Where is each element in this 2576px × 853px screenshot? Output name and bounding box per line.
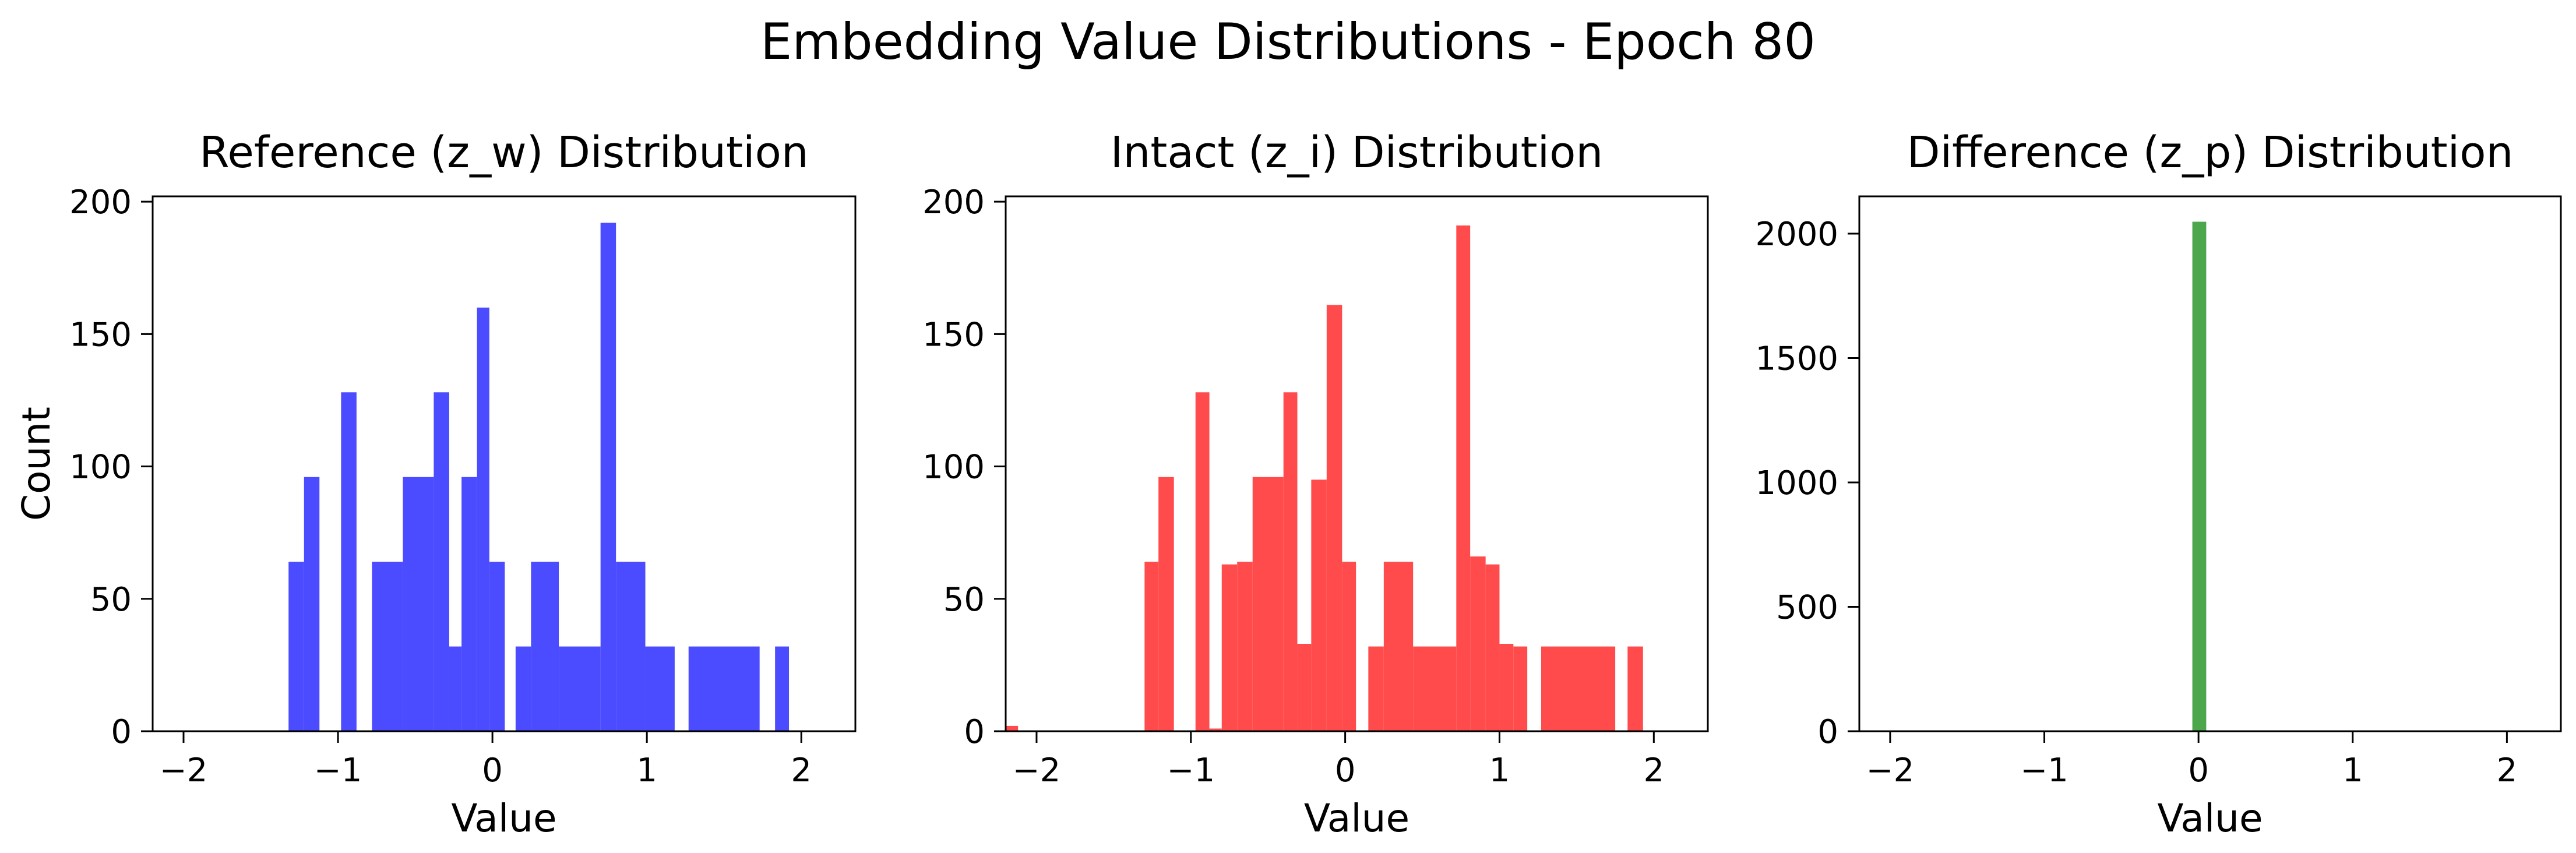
- intact-bar-11: [1326, 305, 1342, 731]
- intact-ytick-label-1: 50: [943, 581, 985, 619]
- difference-xtick-label-1: −1: [2020, 752, 2068, 789]
- difference-axes-frame: [1858, 195, 2562, 732]
- reference-y-axis-label: Count: [14, 407, 59, 521]
- reference-bar-0: [288, 562, 304, 731]
- intact-bar-0: [1006, 725, 1019, 731]
- subplot-reference: −2 −1 0 1 2 0 50 100 150 200 Reference (z_w) Distr…: [14, 128, 857, 841]
- difference-ytick-label-2: 1000: [1755, 464, 1838, 502]
- intact-bar-18: [1485, 564, 1500, 731]
- intact-ytick-label-0: 0: [964, 713, 985, 751]
- reference-bar-7: [461, 477, 477, 731]
- intact-bar-1: [1144, 562, 1159, 731]
- difference-xtick-label-0: −2: [1866, 752, 1915, 789]
- intact-bar-12: [1342, 562, 1356, 731]
- reference-ytick-label-1: 50: [90, 581, 132, 619]
- intact-bar-19: [1499, 644, 1514, 731]
- intact-bar-5: [1221, 564, 1238, 731]
- reference-subplot-title: Reference (z_w) Distribution: [199, 128, 809, 178]
- reference-bar-5: [434, 392, 449, 731]
- difference-x-axis-label: Value: [2157, 796, 2263, 841]
- intact-axes-frame: [1005, 195, 1709, 732]
- subplot-difference: −2 −1 0 1 2 0 500 1000 1500 2000 Difference (z_p) …: [1755, 128, 2562, 841]
- intact-xtick-label-3: 1: [1489, 752, 1510, 789]
- reference-bar-14: [616, 562, 646, 731]
- intact-bar-3: [1195, 392, 1210, 731]
- intact-xtick-label-0: −2: [1013, 752, 1061, 789]
- reference-bar-15: [645, 646, 675, 731]
- reference-xtick-label-2: 0: [482, 752, 503, 789]
- difference-xtick-label-2: 0: [2188, 752, 2209, 789]
- reference-bar-10: [515, 646, 531, 731]
- subplot-intact: −2 −1 0 1 2 0 50 100 150 200 Intact (z_i) Distribu…: [922, 128, 1709, 841]
- difference-ytick-label-3: 1500: [1755, 340, 1838, 378]
- reference-axes-frame: [151, 195, 857, 732]
- intact-bar-8: [1283, 392, 1298, 731]
- intact-bar-10: [1311, 480, 1327, 731]
- difference-ytick-label-0: 0: [1817, 713, 1838, 751]
- reference-bar-11: [531, 562, 559, 731]
- intact-bar-22: [1627, 646, 1643, 731]
- difference-subplot-title: Difference (z_p) Distribution: [1907, 128, 2514, 178]
- intact-bar-20: [1513, 646, 1528, 731]
- intact-bar-16: [1456, 225, 1471, 731]
- figure-title: Embedding Value Distributions - Epoch 80: [760, 13, 1816, 71]
- difference-xtick-label-4: 2: [2497, 752, 2518, 789]
- intact-bar-15: [1413, 646, 1457, 731]
- reference-bar-8: [477, 307, 489, 731]
- reference-x-axis-label: Value: [451, 796, 556, 841]
- reference-ytick-label-4: 200: [69, 184, 132, 221]
- intact-bar-6: [1237, 562, 1253, 731]
- intact-bar-9: [1297, 644, 1312, 731]
- reference-bar-1: [304, 477, 320, 731]
- difference-ytick-label-1: 500: [1776, 589, 1838, 627]
- reference-bar-17: [775, 646, 790, 731]
- intact-subplot-title: Intact (z_i) Distribution: [1111, 128, 1604, 178]
- reference-bar-2: [341, 392, 357, 731]
- intact-bar-2: [1158, 477, 1174, 731]
- reference-ytick-label-3: 150: [69, 316, 132, 354]
- reference-bar-9: [489, 562, 505, 731]
- reference-bar-16: [688, 646, 760, 731]
- reference-bar-3: [372, 562, 403, 731]
- intact-bar-21: [1541, 646, 1616, 731]
- intact-ytick-label-4: 200: [922, 184, 985, 221]
- reference-bar-13: [600, 223, 616, 731]
- intact-xtick-label-4: 2: [1643, 752, 1664, 789]
- reference-xtick-label-0: −2: [160, 752, 208, 789]
- intact-bar-7: [1252, 477, 1284, 731]
- intact-bar-14: [1383, 562, 1414, 731]
- reference-bar-6: [449, 646, 462, 731]
- intact-bar-4: [1209, 728, 1222, 731]
- intact-ytick-label-3: 150: [922, 316, 985, 354]
- difference-bar-0: [2192, 221, 2207, 731]
- reference-xtick-label-1: −1: [314, 752, 362, 789]
- reference-xtick-label-4: 2: [791, 752, 812, 789]
- intact-x-axis-label: Value: [1304, 796, 1409, 841]
- reference-ytick-label-2: 100: [69, 449, 132, 487]
- intact-ytick-label-2: 100: [922, 449, 985, 487]
- reference-bar-4: [403, 477, 434, 731]
- difference-ytick-label-4: 2000: [1755, 216, 1838, 253]
- reference-ytick-label-0: 0: [111, 713, 132, 751]
- intact-bar-13: [1368, 646, 1384, 731]
- reference-xtick-label-3: 1: [636, 752, 657, 789]
- intact-bar-17: [1470, 556, 1486, 731]
- intact-xtick-label-2: 0: [1335, 752, 1356, 789]
- intact-xtick-label-1: −1: [1167, 752, 1215, 789]
- reference-bar-12: [559, 646, 601, 731]
- difference-xtick-label-3: 1: [2342, 752, 2363, 789]
